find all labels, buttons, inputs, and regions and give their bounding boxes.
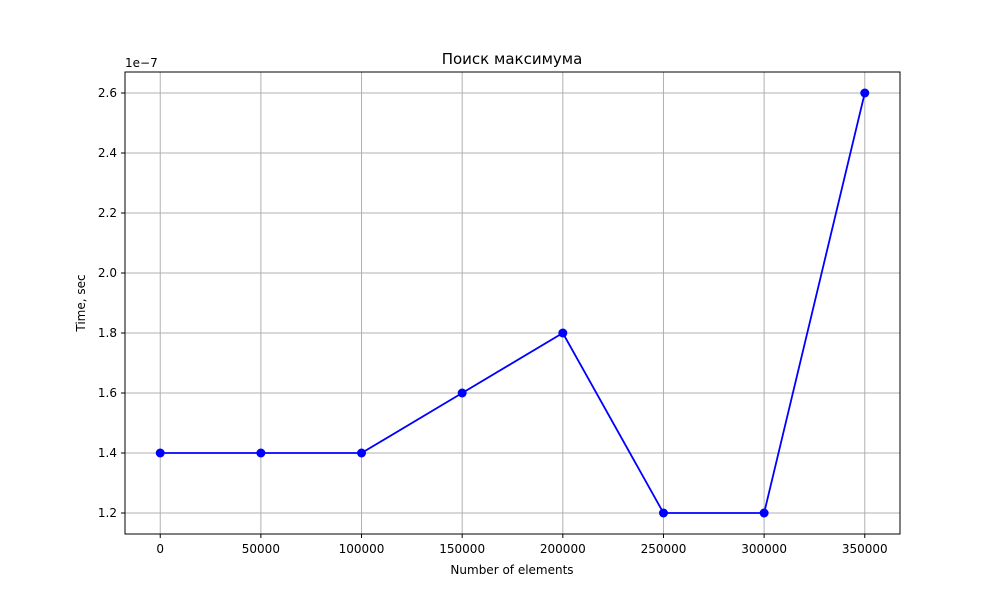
x-tick-label: 300000 [741, 542, 787, 556]
data-point [759, 508, 769, 518]
y-tick-label: 1.8 [98, 326, 117, 340]
grid-lines [125, 72, 900, 534]
x-tick-label: 200000 [540, 542, 586, 556]
y-tick-label: 1.6 [98, 386, 117, 400]
plot-frame [124, 71, 901, 535]
y-tick-label: 2.2 [98, 206, 117, 220]
y-tick-label: 2.6 [98, 86, 117, 100]
data-point [658, 508, 668, 518]
y-axis-label: Time, sec [74, 274, 88, 332]
x-tick-label: 150000 [439, 542, 485, 556]
x-tick-label: 100000 [339, 542, 385, 556]
x-tick-label: 350000 [842, 542, 888, 556]
data-point [558, 328, 568, 338]
x-axis-ticks: 0 50000 100000 150000 200000 250000 300000 3500… [156, 534, 888, 556]
data-point [457, 388, 467, 398]
data-point [155, 448, 165, 458]
data-point [860, 88, 870, 98]
y-tick-label: 1.2 [98, 506, 117, 520]
x-tick-label: 50000 [242, 542, 280, 556]
y-tick-label: 2.4 [98, 146, 117, 160]
x-tick-label: 0 [156, 542, 164, 556]
x-axis-label: Number of elements [450, 563, 573, 577]
data-series [155, 88, 870, 518]
y-tick-label: 2.0 [98, 266, 117, 280]
y-axis-ticks: 1.2 1.4 1.6 1.8 2.0 2.2 2.4 2.6 [98, 86, 125, 520]
chart-title: Поиск максимума [442, 50, 583, 68]
y-axis-offset-label: 1e−7 [125, 56, 158, 70]
data-point [256, 448, 266, 458]
y-tick-label: 1.4 [98, 446, 117, 460]
x-tick-label: 250000 [641, 542, 687, 556]
series-line [160, 92, 866, 514]
data-point [357, 448, 367, 458]
